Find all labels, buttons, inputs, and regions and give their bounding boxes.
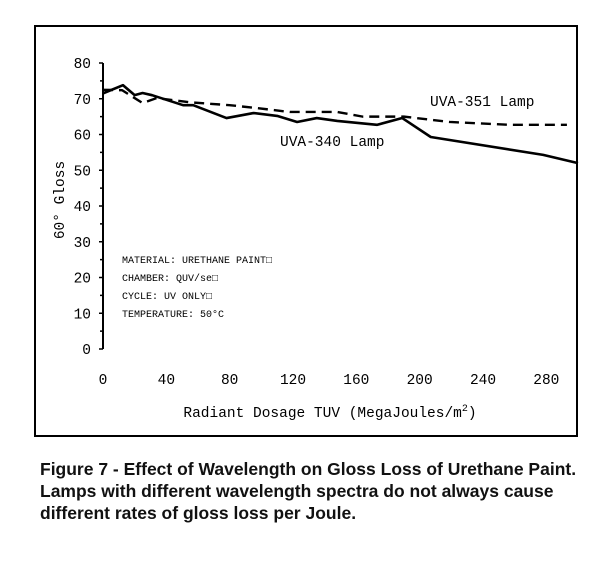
y-tick-label: 20: [74, 272, 91, 288]
y-tick-label: 0: [82, 343, 91, 359]
gloss-chart: 0 10 20 30 40 50 60 70 80 0 40 80 120 160 200 240 280 UV…: [53, 57, 579, 422]
annotation-cycle: CYCLE: UV ONLY□: [122, 292, 212, 303]
chart-frame: [34, 25, 578, 437]
x-tick-label: 0: [99, 373, 108, 389]
conditions-annotation: MATERIAL: URETHANE PAINT□ CHAMBER: QUV/s…: [122, 256, 272, 321]
y-tick-label: 50: [74, 164, 91, 180]
y-tick-label: 60: [74, 129, 91, 145]
x-tick-label: 200: [407, 373, 433, 389]
x-tick-label: 120: [280, 373, 306, 389]
annotation-temperature: TEMPERATURE: 50°C: [122, 309, 224, 321]
y-tick-label: 70: [74, 93, 91, 109]
x-tick-label: 280: [533, 373, 559, 389]
series-line-uva-340-lamp: [102, 83, 579, 165]
annotation-chamber: CHAMBER: QUV/se□: [122, 273, 218, 285]
series-line-uva-351-lamp: [102, 88, 567, 127]
y-tick-label: 30: [74, 236, 91, 252]
x-tick-label: 40: [158, 373, 175, 389]
x-tick-label: 80: [221, 373, 238, 389]
annotation-material: MATERIAL: URETHANE PAINT□: [122, 256, 272, 267]
y-tick-label: 10: [74, 307, 91, 323]
y-axis-label: 60° Gloss: [53, 161, 69, 239]
y-tick-label: 80: [74, 57, 91, 73]
figure-caption: Figure 7 - Effect of Wavelength on Gloss…: [40, 459, 577, 523]
x-tick-label: 240: [470, 373, 496, 389]
x-tick-label: 160: [343, 373, 369, 389]
x-axis-label: Radiant Dosage TUV (MegaJoules/m2): [183, 404, 476, 422]
series-label-uva340: UVA-340 Lamp: [280, 135, 384, 151]
y-tick-label: 40: [74, 200, 91, 216]
series-label-uva351: UVA-351 Lamp: [430, 95, 534, 111]
